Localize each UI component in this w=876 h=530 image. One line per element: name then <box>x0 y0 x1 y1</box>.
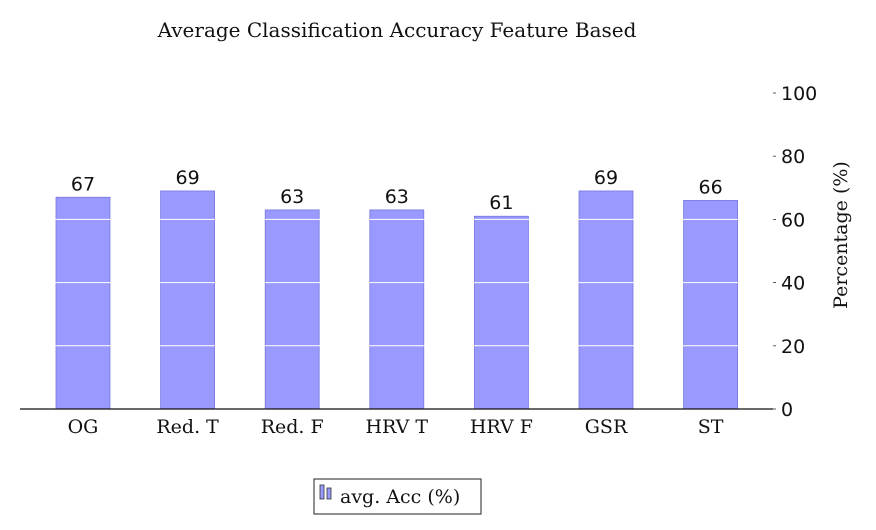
bar-value-label: 63 <box>385 186 409 208</box>
x-tick-label: Red. F <box>261 416 324 438</box>
y-axis: 0 20 40 60 80 100 <box>773 83 817 421</box>
legend-swatch-icon <box>319 484 325 500</box>
bar-value-label: 69 <box>176 167 200 189</box>
x-tick-label: HRV F <box>470 416 533 438</box>
y-tick-label: 80 <box>781 146 805 168</box>
bar <box>160 190 216 410</box>
bar-value-label: 69 <box>594 167 618 189</box>
y-tick-label: 0 <box>781 399 793 421</box>
bar-value-label: 63 <box>280 186 304 208</box>
chart-title: Average Classification Accuracy Feature … <box>157 18 637 42</box>
bar-value-label: 66 <box>699 176 723 198</box>
bar <box>578 190 634 410</box>
legend-label: avg. Acc (%) <box>340 486 460 508</box>
x-axis: OG Red. T Red. F HRV T HRV F GSR ST <box>20 408 773 438</box>
bar <box>473 215 529 410</box>
legend-box <box>313 478 482 515</box>
legend-swatch-icon-2 <box>326 487 332 500</box>
x-tick-label: GSR <box>585 416 628 438</box>
bars-group: 67 69 63 63 61 69 66 <box>55 167 738 410</box>
y-axis-label: Percentage (%) <box>830 161 852 309</box>
legend: avg. Acc (%) <box>313 478 482 515</box>
bar-value-label: 67 <box>71 173 95 195</box>
x-tick-label: ST <box>698 416 724 438</box>
gridlines <box>20 92 773 347</box>
x-tick-label: Red. T <box>156 416 219 438</box>
bar <box>369 209 425 410</box>
x-tick-label: OG <box>68 416 99 438</box>
y-tick-label: 40 <box>781 273 805 295</box>
y-tick-label: 60 <box>781 209 805 231</box>
y-tick-label: 100 <box>781 83 817 105</box>
bar <box>264 209 320 410</box>
y-tick-label: 20 <box>781 336 805 358</box>
x-tick-label: HRV T <box>365 416 428 438</box>
bar-value-label: 61 <box>489 192 513 214</box>
bar <box>55 196 111 410</box>
bar <box>683 200 738 410</box>
